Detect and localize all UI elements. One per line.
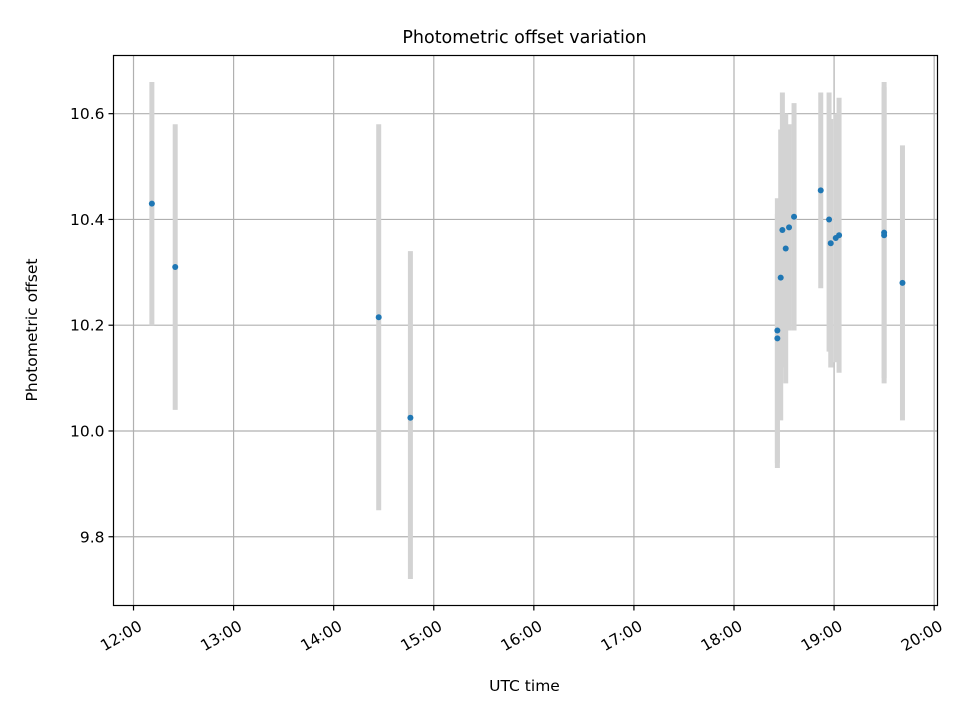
y-tick-label: 10.6 [70, 105, 105, 123]
data-point [827, 240, 834, 247]
data-point [881, 232, 888, 239]
data-point [407, 414, 414, 421]
data-point [375, 314, 382, 321]
y-tick-label: 9.8 [80, 528, 105, 546]
data-point [774, 335, 781, 342]
y-tick-label: 10.0 [70, 422, 105, 440]
data-point [777, 274, 784, 281]
y-tick-label: 10.2 [70, 317, 105, 335]
data-point [817, 187, 824, 194]
chart-title: Photometric offset variation [402, 28, 646, 48]
grid-lines [113, 55, 938, 606]
data-point [172, 264, 179, 271]
data-point [826, 216, 833, 223]
data-point [836, 232, 843, 239]
data-point [782, 245, 789, 252]
y-tick-label: 10.4 [70, 211, 105, 229]
y-axis-label: Photometric offset [23, 259, 41, 402]
data-points [148, 187, 906, 421]
x-axis-label: UTC time [489, 677, 560, 695]
axes-frame [112, 54, 939, 607]
data-point [791, 213, 798, 220]
data-point [779, 227, 786, 234]
data-point [786, 224, 793, 231]
data-point [774, 327, 781, 334]
data-point [899, 279, 906, 286]
y-axis-ticks: 9.8 10.0 10.2 10.4 10.6 [70, 105, 114, 546]
data-point [148, 200, 155, 207]
